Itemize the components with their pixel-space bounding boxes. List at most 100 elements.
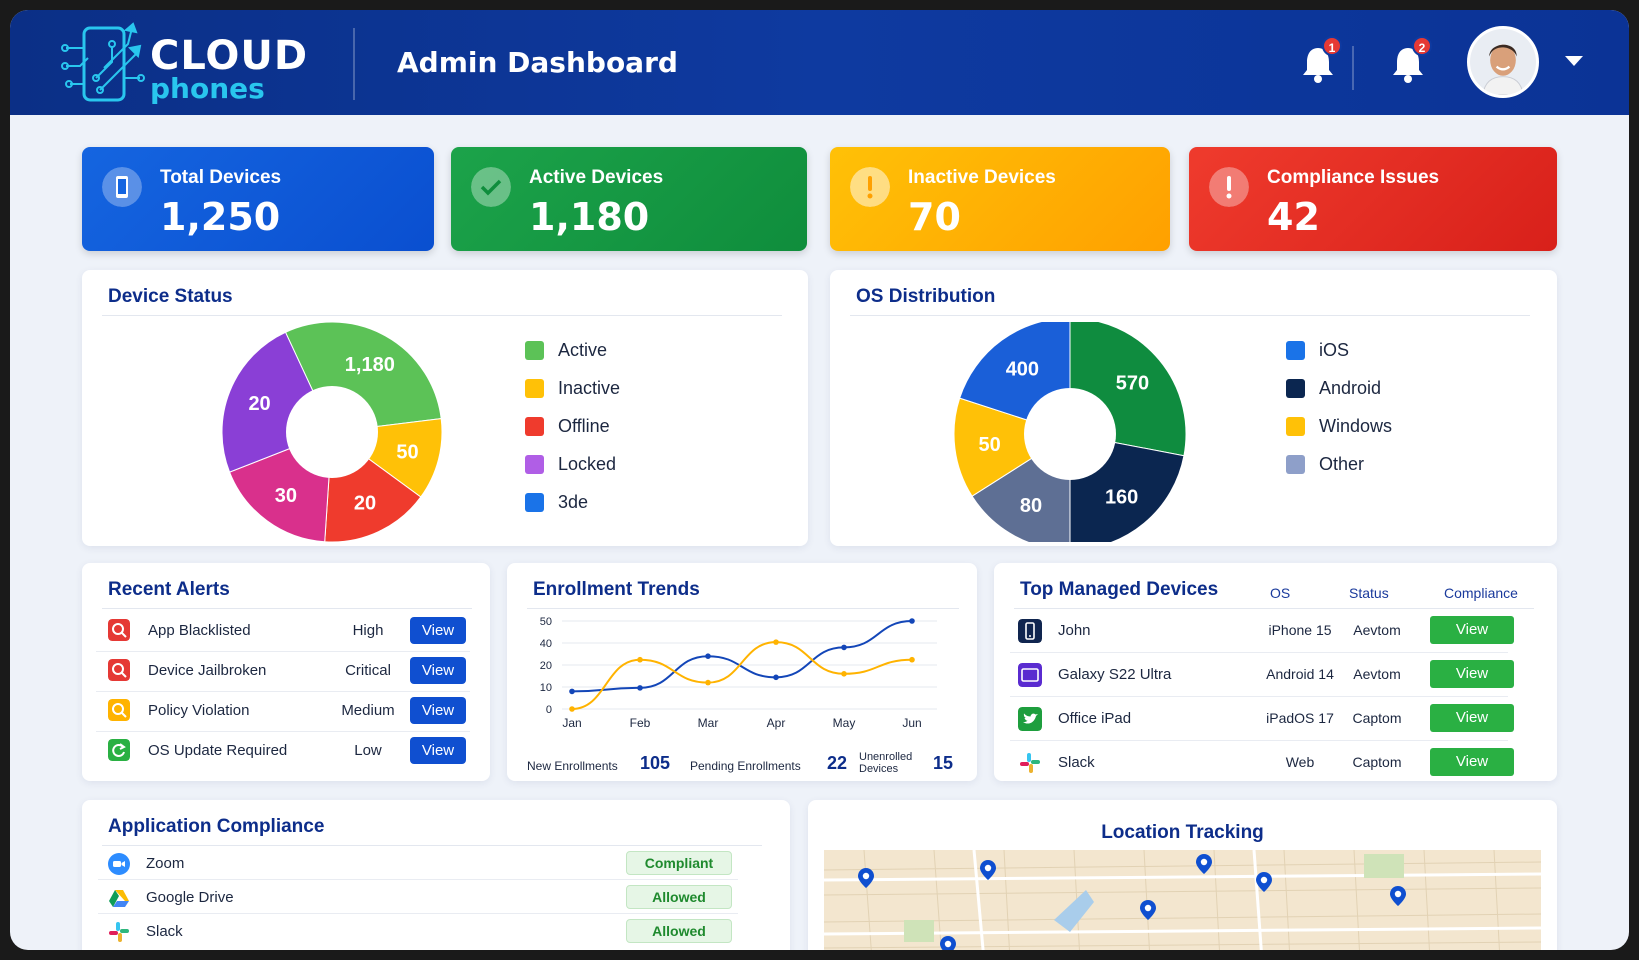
stat-label: Inactive Devices bbox=[908, 167, 1056, 188]
search-alert-icon bbox=[108, 699, 130, 721]
bell-icon bbox=[1303, 48, 1333, 83]
phone-icon bbox=[102, 167, 142, 207]
device-name: John bbox=[1058, 622, 1091, 639]
slack-icon bbox=[109, 922, 129, 942]
map-pin-icon[interactable] bbox=[1140, 900, 1156, 920]
user-avatar[interactable] bbox=[1467, 26, 1539, 98]
unenrolled-label-line: Unenrolled bbox=[859, 751, 913, 763]
location-map[interactable] bbox=[824, 850, 1541, 950]
slice-value-label: 50 bbox=[979, 434, 1001, 456]
app-name: Google Drive bbox=[146, 889, 234, 906]
map-pin-icon[interactable] bbox=[1256, 872, 1272, 892]
app-row[interactable]: Google Drive Allowed bbox=[98, 880, 738, 914]
unenrolled-devices-label: Unenrolled Devices bbox=[859, 751, 912, 775]
device-row[interactable]: Slack Web Captom View bbox=[1010, 741, 1514, 785]
view-device-button[interactable]: View bbox=[1430, 660, 1514, 688]
user-photo-icon bbox=[1470, 29, 1536, 95]
legend-item: Windows bbox=[1286, 416, 1392, 437]
x-tick-label: Jan bbox=[562, 716, 581, 730]
device-name: Office iPad bbox=[1058, 710, 1132, 727]
view-alert-button[interactable]: View bbox=[410, 617, 466, 644]
device-row[interactable]: John iPhone 15 Aevtom View bbox=[1010, 609, 1514, 653]
alert-row: App Blacklisted High View bbox=[96, 610, 470, 652]
map-pin-icon[interactable] bbox=[940, 936, 956, 950]
new-enrollments-value: 105 bbox=[640, 753, 671, 773]
divider bbox=[1014, 608, 1534, 609]
panel-title: Location Tracking bbox=[1101, 822, 1264, 843]
x-tick-label: Jun bbox=[902, 716, 921, 730]
data-point bbox=[773, 674, 779, 681]
compliance-status-badge: Allowed bbox=[626, 919, 732, 943]
slack-icon bbox=[1020, 753, 1040, 773]
device-os: Android 14 bbox=[1266, 666, 1334, 682]
chevron-down-icon[interactable] bbox=[1565, 56, 1583, 66]
divider bbox=[527, 608, 959, 609]
legend-label: Active bbox=[558, 340, 608, 360]
bell-icon bbox=[1393, 48, 1423, 83]
panel-title: Recent Alerts bbox=[108, 579, 230, 600]
divider bbox=[102, 608, 472, 609]
slice-value-label: 570 bbox=[1116, 372, 1149, 394]
device-row[interactable]: Office iPad iPadOS 17 Captom View bbox=[1010, 697, 1514, 741]
pending-enrollments-value: 22 bbox=[827, 753, 848, 773]
alert-row: Device Jailbroken Critical View bbox=[96, 650, 470, 692]
view-device-button[interactable]: View bbox=[1430, 748, 1514, 776]
app-name: Zoom bbox=[146, 855, 185, 872]
legend-swatch bbox=[525, 379, 544, 398]
enrollment-trends-panel: Enrollment Trends 50 40 20 10 0 Jan Feb Mar Apr M… bbox=[507, 563, 977, 781]
stat-label: Compliance Issues bbox=[1267, 167, 1440, 188]
logo-word-phones: phones bbox=[150, 72, 265, 105]
stat-card-total-devices[interactable]: Total Devices 1,250 bbox=[82, 147, 434, 251]
check-circle-icon bbox=[471, 167, 511, 207]
app-row[interactable]: Slack Allowed bbox=[98, 914, 738, 948]
map-pin-icon[interactable] bbox=[858, 868, 874, 888]
stat-value: 1,180 bbox=[529, 195, 650, 239]
map-pin-icon[interactable] bbox=[980, 860, 996, 880]
map-pin-icon[interactable] bbox=[1196, 854, 1212, 874]
stat-card-active-devices[interactable]: Active Devices 1,180 bbox=[451, 147, 807, 251]
panel-title: Enrollment Trends bbox=[533, 579, 700, 600]
stat-card-compliance-issues[interactable]: Compliance Issues 42 bbox=[1189, 147, 1557, 251]
app-row[interactable]: Zoom Compliant bbox=[98, 846, 738, 880]
map-pin-icon[interactable] bbox=[1390, 886, 1406, 906]
y-tick-label: 50 bbox=[540, 616, 552, 628]
compliance-status-badge: Allowed bbox=[626, 885, 732, 909]
os-distribution-panel: OS Distribution 570 160 80 50 400 iOS Androi… bbox=[830, 270, 1557, 546]
alerts-bell-button[interactable]: 2 bbox=[1388, 36, 1432, 84]
legend-label: Windows bbox=[1319, 416, 1393, 436]
notification-count-badge: 2 bbox=[1412, 36, 1432, 56]
legend-swatch bbox=[1286, 341, 1305, 360]
view-alert-button[interactable]: View bbox=[410, 657, 466, 684]
device-status: Aevtom bbox=[1353, 666, 1401, 682]
data-point bbox=[569, 688, 575, 695]
stat-card-inactive-devices[interactable]: Inactive Devices 70 bbox=[830, 147, 1170, 251]
stat-value: 42 bbox=[1267, 195, 1320, 239]
x-tick-label: Apr bbox=[767, 716, 786, 730]
data-point bbox=[705, 679, 711, 686]
legend-item: Active bbox=[525, 340, 607, 361]
y-tick-label: 20 bbox=[540, 660, 552, 672]
legend-label: Locked bbox=[558, 454, 617, 474]
new-enrollments-label: New Enrollments bbox=[527, 759, 618, 773]
legend-label: Offline bbox=[558, 416, 610, 436]
view-alert-button[interactable]: View bbox=[410, 697, 466, 724]
stat-label: Active Devices bbox=[529, 167, 664, 188]
device-row[interactable]: Galaxy S22 Ultra Android 14 Aevtom View bbox=[1010, 653, 1514, 697]
device-status: Captom bbox=[1352, 754, 1402, 770]
divider bbox=[102, 845, 762, 846]
legend-item: Other bbox=[1286, 454, 1364, 475]
stat-label: Total Devices bbox=[160, 167, 282, 188]
device-status: Aevtom bbox=[1353, 622, 1401, 638]
alert-name: OS Update Required bbox=[148, 742, 288, 759]
device-os: iPhone 15 bbox=[1268, 622, 1332, 638]
view-alert-button[interactable]: View bbox=[410, 737, 466, 764]
google-drive-icon bbox=[109, 890, 129, 907]
view-device-button[interactable]: View bbox=[1430, 704, 1514, 732]
unenrolled-devices-value: 15 bbox=[933, 753, 954, 773]
donut-slice[interactable] bbox=[953, 397, 1072, 497]
data-point bbox=[637, 656, 643, 663]
view-device-button[interactable]: View bbox=[1430, 616, 1514, 644]
notifications-bell-button[interactable]: 1 bbox=[1298, 36, 1342, 84]
legend-label: 3de bbox=[558, 492, 589, 512]
legend-item: Locked bbox=[525, 454, 616, 475]
